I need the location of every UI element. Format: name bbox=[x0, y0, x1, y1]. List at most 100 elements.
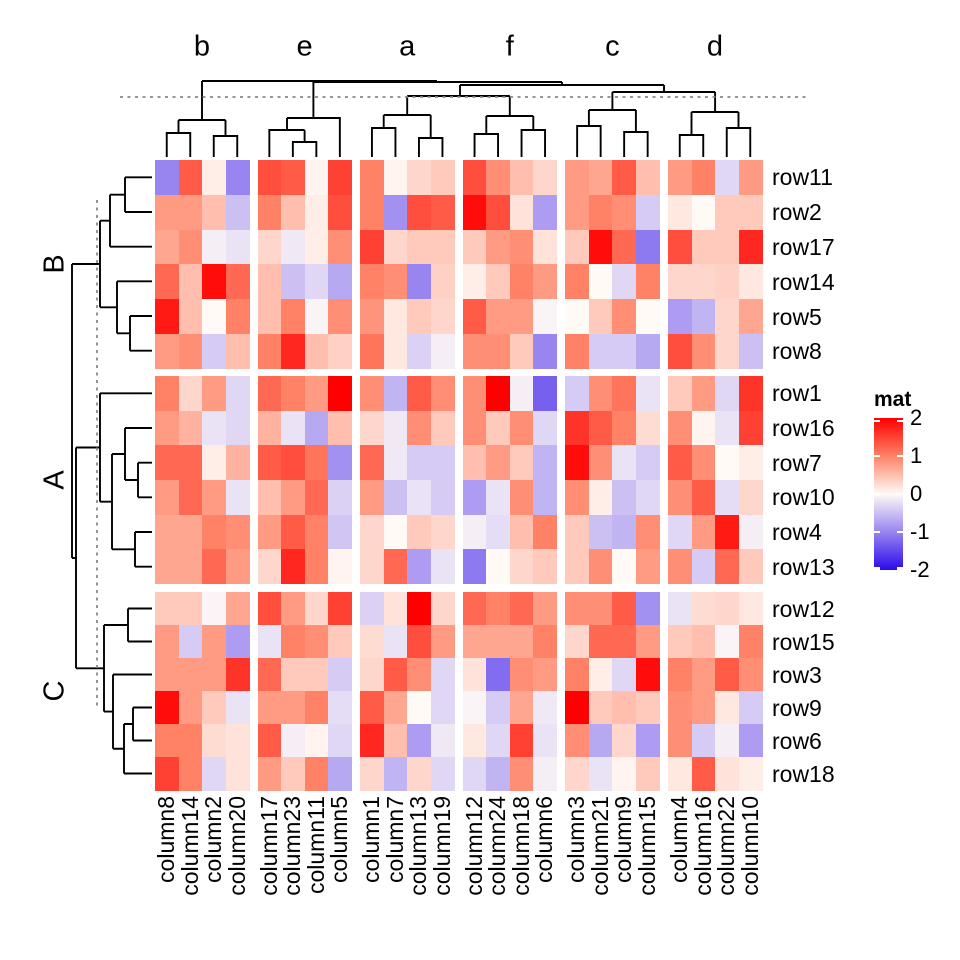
heatmap-cell bbox=[509, 691, 534, 725]
heatmap-cell bbox=[281, 724, 306, 758]
heatmap-cell bbox=[462, 410, 487, 446]
heatmap-cell bbox=[304, 757, 329, 791]
row-label: row2 bbox=[772, 199, 822, 226]
heatmap-cell bbox=[360, 229, 385, 265]
heatmap-cell bbox=[202, 334, 226, 370]
heatmap-cell bbox=[509, 658, 534, 692]
heatmap-cell bbox=[304, 445, 329, 481]
heatmap-cell bbox=[360, 194, 385, 231]
row-label: row18 bbox=[772, 760, 835, 787]
heatmap-cell bbox=[257, 299, 282, 335]
heatmap-cell bbox=[407, 410, 432, 446]
heatmap-cell bbox=[281, 445, 306, 481]
column-label: column10 bbox=[736, 796, 763, 896]
heatmap-cell bbox=[612, 334, 637, 370]
heatmap-cell bbox=[635, 410, 660, 446]
heatmap-cell bbox=[430, 376, 455, 412]
heatmap-cell bbox=[588, 376, 613, 412]
heatmap-cell bbox=[155, 592, 179, 626]
heatmap-cell bbox=[360, 334, 385, 370]
heatmap-cell bbox=[281, 592, 306, 626]
heatmap-cell bbox=[738, 334, 763, 370]
heatmap-cell bbox=[715, 264, 739, 300]
heatmap-cell bbox=[462, 194, 487, 231]
legend-tick-mark bbox=[874, 567, 880, 570]
heatmap-cell bbox=[486, 334, 511, 370]
heatmap-cell bbox=[486, 376, 511, 412]
heatmap-cell bbox=[715, 658, 739, 692]
heatmap-cell bbox=[612, 160, 637, 196]
heatmap-cell bbox=[691, 658, 716, 692]
heatmap-cell bbox=[668, 229, 692, 265]
heatmap-cell bbox=[462, 334, 487, 370]
heatmap-cell bbox=[738, 480, 763, 516]
heatmap-cell bbox=[225, 592, 250, 626]
heatmap-cell bbox=[738, 514, 763, 550]
heatmap-cell bbox=[328, 724, 353, 758]
heatmap-cell bbox=[588, 658, 613, 692]
heatmap-cell bbox=[533, 194, 558, 231]
heatmap-cell bbox=[328, 592, 353, 626]
heatmap-cell bbox=[281, 757, 306, 791]
column-label: column22 bbox=[713, 796, 739, 896]
heatmap-cell bbox=[328, 480, 353, 516]
legend-tick-label: -1 bbox=[910, 519, 930, 544]
row-label: row15 bbox=[772, 628, 835, 655]
heatmap-cell bbox=[668, 376, 692, 412]
legend-tick-mark bbox=[897, 530, 903, 534]
row-label: row9 bbox=[772, 694, 822, 721]
heatmap-cell bbox=[407, 658, 432, 692]
row-dendrogram bbox=[71, 176, 152, 775]
heatmap-cell bbox=[407, 264, 432, 300]
heatmap-cell bbox=[155, 757, 179, 791]
heatmap-cell bbox=[304, 480, 329, 516]
heatmap-cell bbox=[691, 299, 716, 335]
heatmap-cell bbox=[565, 549, 590, 585]
row-label: row1 bbox=[772, 380, 822, 407]
heatmap-cell bbox=[533, 264, 558, 300]
heatmap-cell bbox=[407, 592, 432, 626]
heatmap-cell bbox=[383, 658, 408, 692]
heatmap-cell bbox=[565, 445, 590, 481]
heatmap-cell bbox=[430, 410, 455, 446]
heatmap-cell bbox=[257, 592, 282, 626]
heatmap-cell bbox=[588, 334, 613, 370]
heatmap-cell bbox=[225, 549, 250, 585]
heatmap-cell bbox=[565, 592, 590, 626]
heatmap-cell bbox=[407, 514, 432, 550]
heatmap-cell bbox=[430, 757, 455, 791]
heatmap-cell bbox=[588, 724, 613, 758]
heatmap-cell bbox=[668, 264, 692, 300]
heatmap-cell bbox=[588, 625, 613, 659]
heatmap-cell bbox=[612, 299, 637, 335]
heatmap-cell bbox=[635, 160, 660, 196]
heatmap-cell bbox=[430, 658, 455, 692]
heatmap-cell bbox=[635, 757, 660, 791]
heatmap-cell bbox=[360, 549, 385, 585]
heatmap-cell bbox=[225, 724, 250, 758]
heatmap-cell bbox=[360, 658, 385, 692]
heatmap-cell bbox=[715, 480, 739, 516]
heatmap-cell bbox=[462, 691, 487, 725]
heatmap-cell bbox=[691, 549, 716, 585]
heatmap-cell bbox=[430, 299, 455, 335]
heatmap-cell bbox=[691, 376, 716, 412]
heatmap-cell bbox=[533, 334, 558, 370]
heatmap-cell bbox=[612, 724, 637, 758]
heatmap-cell bbox=[612, 445, 637, 481]
heatmap-cell bbox=[612, 757, 637, 791]
heatmap-cell bbox=[612, 410, 637, 446]
heatmap-cell bbox=[383, 691, 408, 725]
legend-tick-mark bbox=[897, 454, 903, 458]
heatmap-cell bbox=[407, 480, 432, 516]
heatmap-cell bbox=[462, 264, 487, 300]
heatmap-cell bbox=[430, 480, 455, 516]
heatmap-cell bbox=[383, 724, 408, 758]
heatmap-cell bbox=[281, 264, 306, 300]
column-label: column15 bbox=[633, 796, 660, 896]
heatmap-cell bbox=[533, 757, 558, 791]
heatmap-cell bbox=[691, 334, 716, 370]
heatmap-cell bbox=[383, 229, 408, 265]
heatmap-cell bbox=[328, 264, 353, 300]
